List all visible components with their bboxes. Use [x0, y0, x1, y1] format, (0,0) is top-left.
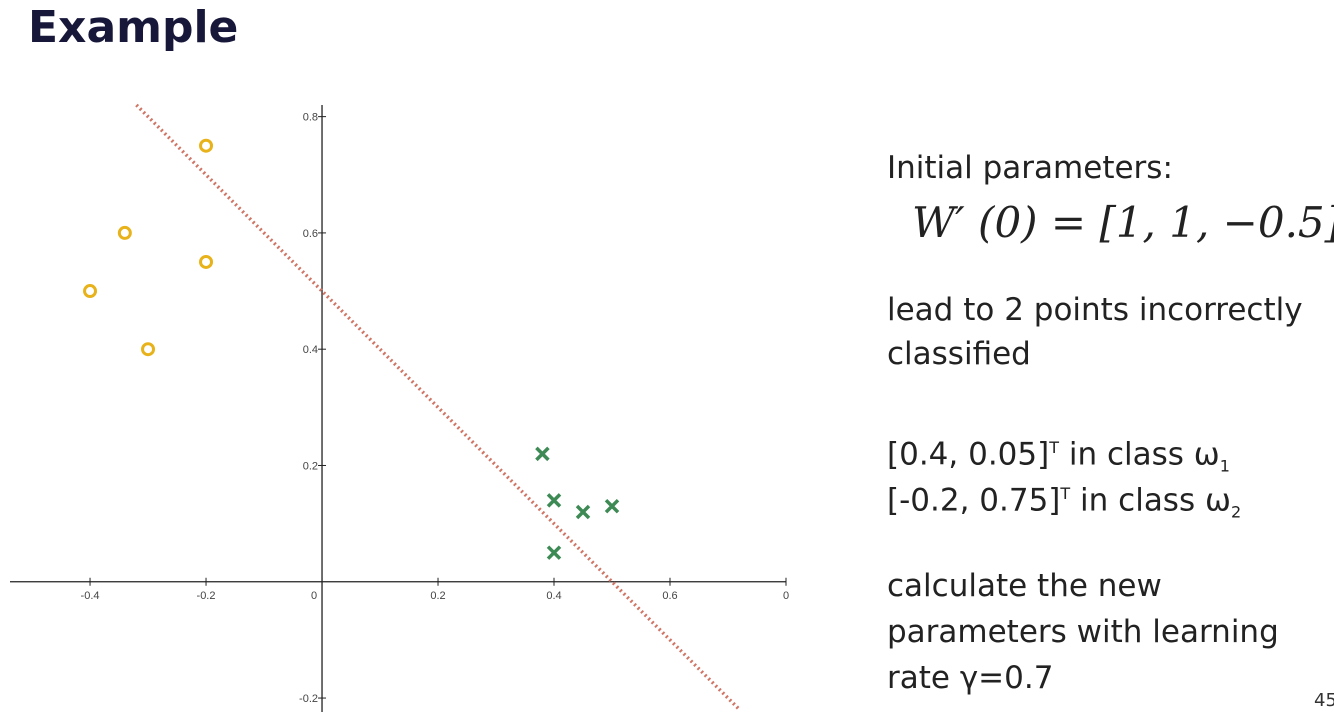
y-tick-label: -0.2 [299, 693, 318, 705]
x-tick-label: 0.6 [662, 590, 677, 602]
y-tick-label: 0.6 [303, 228, 318, 240]
class-text: in class ω [1070, 482, 1231, 519]
sub: 1 [1219, 456, 1230, 476]
class-text: in class ω [1059, 436, 1220, 473]
point [199, 138, 214, 153]
text-line: parameters with learning [887, 614, 1279, 650]
sup: T [1049, 438, 1060, 457]
y-tick-label: 0.4 [303, 344, 318, 356]
y-tick-label: 0.2 [303, 460, 318, 472]
x-tick-label: 0 [783, 590, 789, 602]
point [199, 254, 214, 269]
x-tick-label: 0.2 [430, 590, 445, 602]
point-line: [-0.2, 0.75]T in class ω2 [887, 472, 1241, 535]
x-tick-label: 0.4 [546, 590, 561, 602]
slide-title: Example [28, 2, 239, 53]
x-tick-label: 0 [311, 590, 317, 602]
x-tick-label: -0.2 [197, 590, 216, 602]
point [546, 493, 562, 508]
x-tick-label: -0.4 [81, 590, 100, 602]
point-line: [0.4, 0.05]T in class ω1 [887, 426, 1230, 489]
text-line: calculate the new [887, 568, 1162, 604]
vector: [0.4, 0.05] [887, 436, 1050, 473]
formula: W′ (0) = [1, 1, −0.5]T [912, 196, 1334, 247]
point [117, 225, 132, 240]
vector: [-0.2, 0.75] [887, 482, 1061, 519]
point [575, 504, 591, 520]
chart: -0.4 -0.2 0 0.2 0.4 0.6 0 -0.2 0.2 0.4 0.6 0.8 [10, 103, 789, 712]
decision-line [135, 103, 741, 711]
formula-main: W′ (0) = [1, 1, −0.5] [912, 198, 1334, 247]
sub: 2 [1230, 502, 1242, 522]
text-line: rate γ=0.7 [887, 660, 1054, 696]
page-number: 45 [1314, 690, 1334, 711]
text-line: classified [887, 336, 1031, 372]
y-tick-label: 0.8 [303, 112, 318, 124]
point [546, 545, 562, 560]
point [141, 342, 156, 357]
heading: Initial parameters: [887, 150, 1173, 186]
text-line: lead to 2 points incorrectly [887, 292, 1303, 328]
sup: T [1060, 484, 1071, 503]
point [535, 446, 550, 462]
point [83, 284, 98, 299]
point [604, 498, 620, 514]
